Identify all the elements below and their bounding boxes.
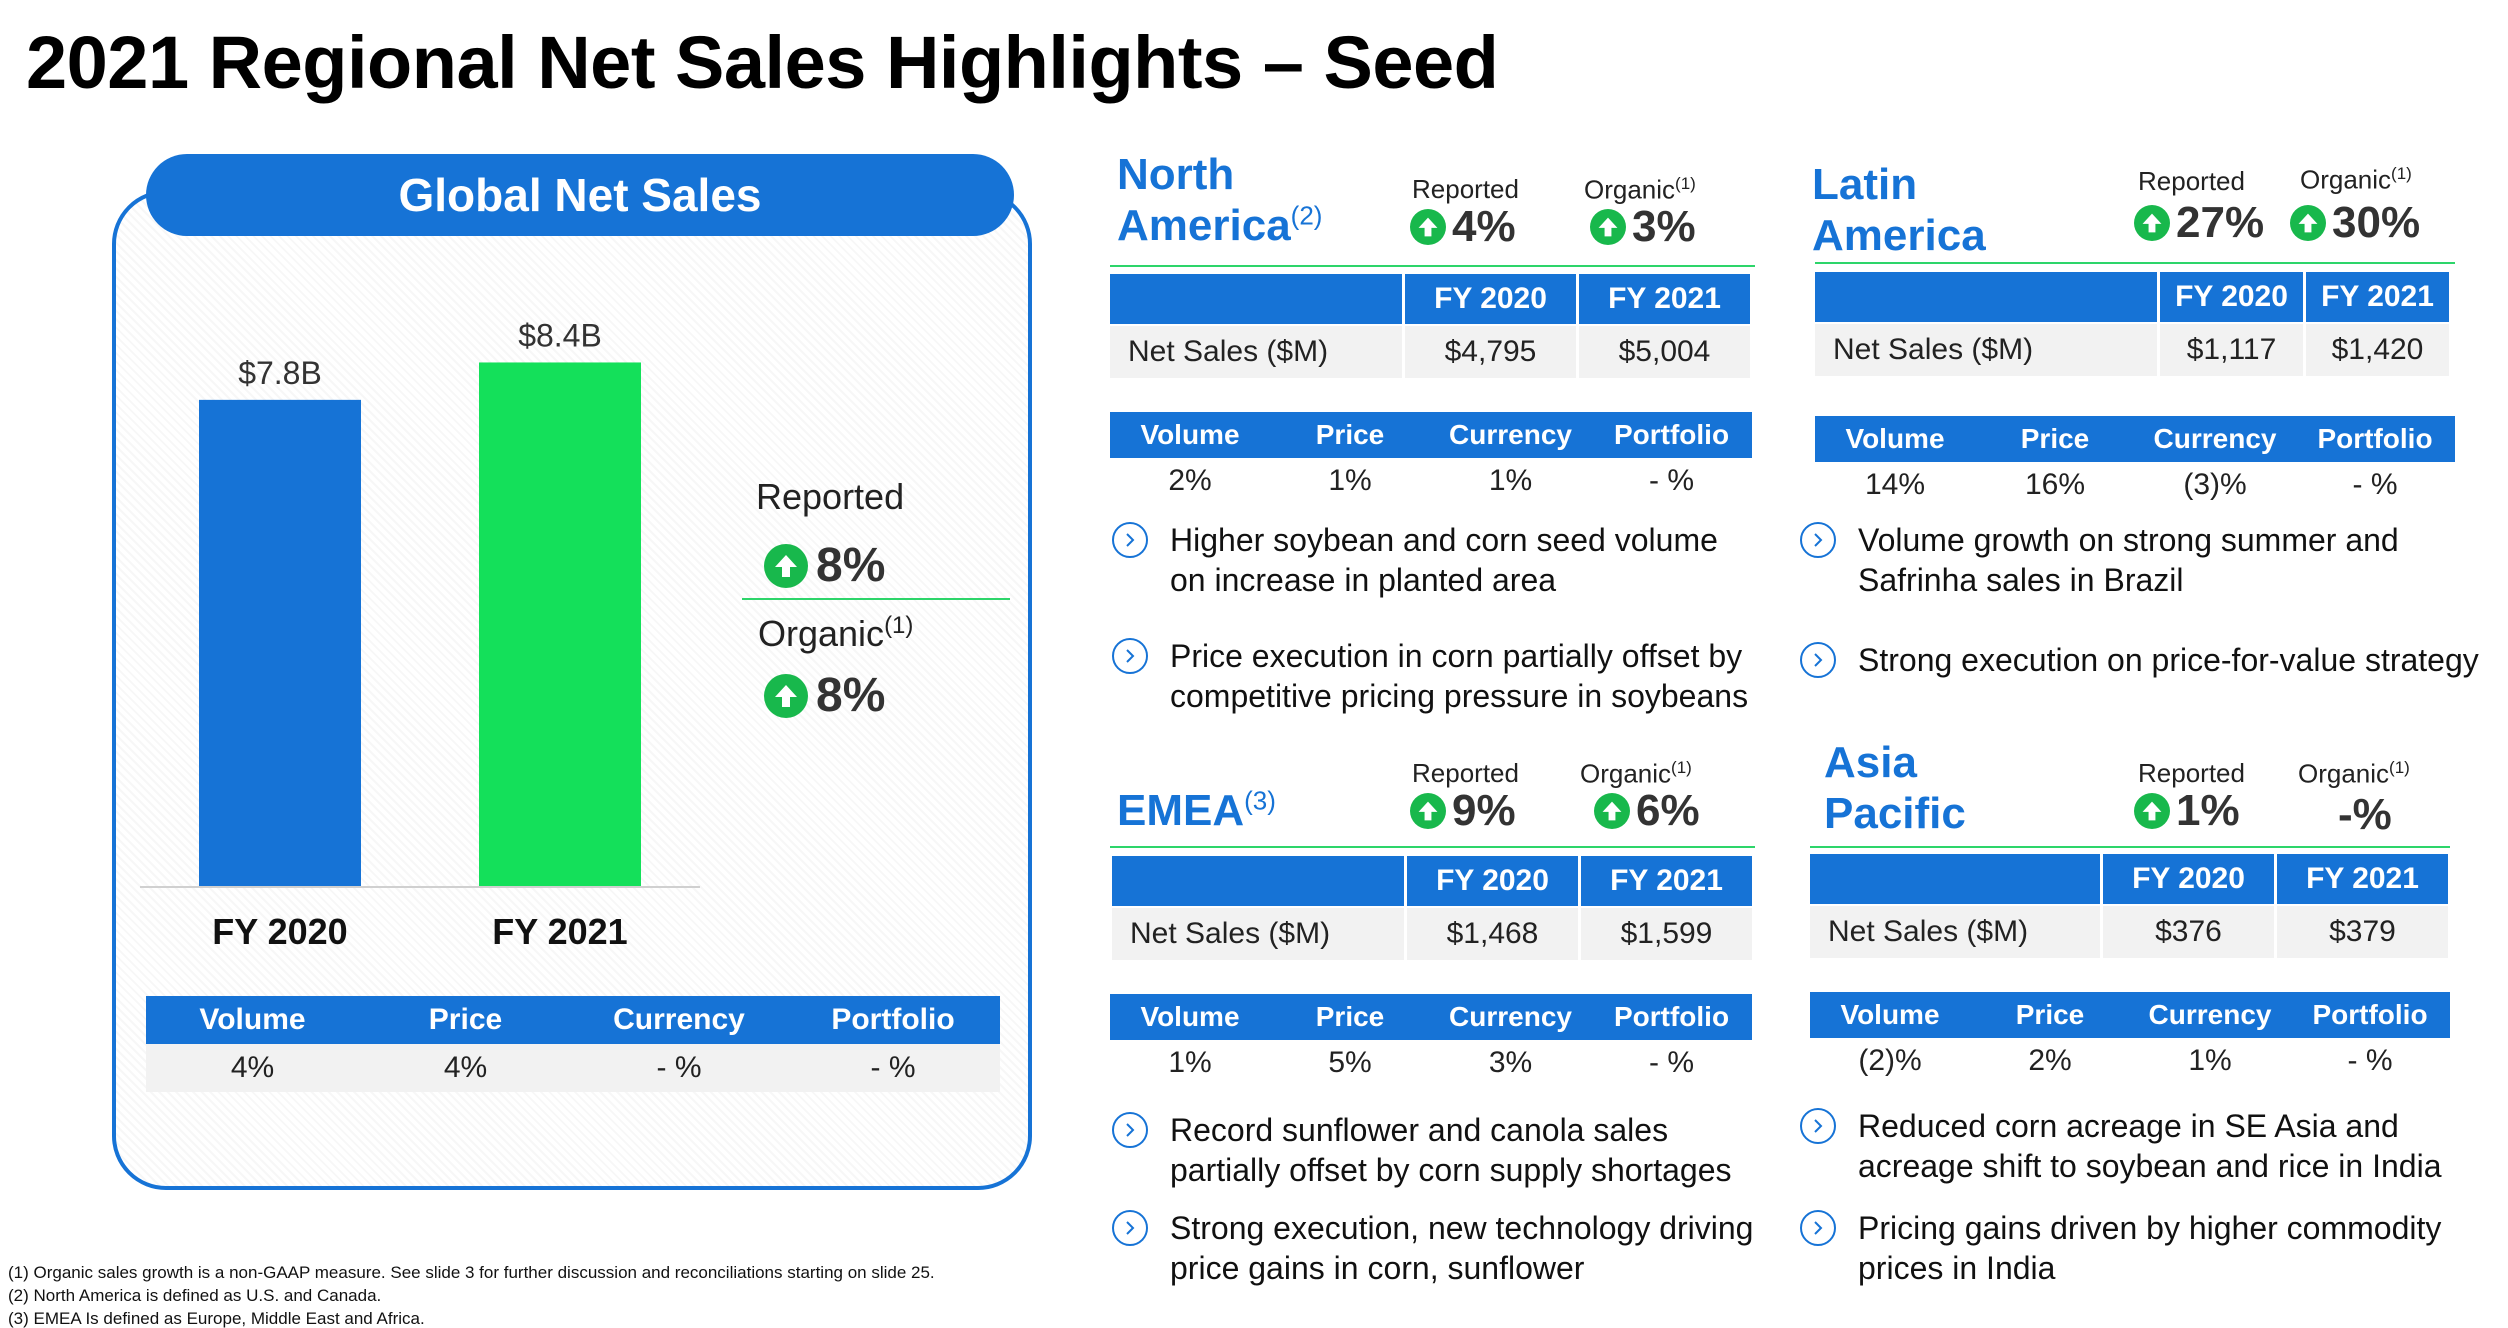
- apac-reported-value: 1%: [2134, 786, 2240, 836]
- up-arrow-circle-icon: [2134, 205, 2170, 241]
- footnotes: (1) Organic sales growth is a non-GAAP m…: [8, 1262, 935, 1328]
- emea-net-sales-row: Net Sales ($M) $1,468 $1,599: [1112, 908, 1752, 960]
- emea-reported-value: 9%: [1410, 786, 1516, 836]
- apac-divider: [1810, 846, 2450, 848]
- la-reported-value: 27%: [2134, 198, 2264, 248]
- na-net-sales-row: Net Sales ($M) $4,795 $5,004: [1110, 326, 1750, 378]
- data-label: $7.8B: [238, 355, 322, 391]
- up-arrow-circle-icon: [1590, 209, 1626, 245]
- la-fy-header: FY 2020 FY 2021: [1815, 272, 2449, 322]
- global-organic-label: Organic(1): [758, 612, 914, 654]
- global-drivers-values: 4% 4% - % - %: [146, 1044, 1000, 1092]
- la-bullet: Volume growth on strong summer and Safri…: [1800, 520, 2460, 600]
- la-drivers-values: 14% 16% (3)% - %: [1815, 462, 2455, 508]
- up-arrow-circle-icon: [2134, 793, 2170, 829]
- latin-america-title: Latin America: [1812, 160, 1986, 260]
- na-bullet: Higher soybean and corn seed volume on i…: [1112, 520, 1762, 600]
- apac-organic-label: Organic(1): [2298, 758, 2410, 789]
- footnote: (1) Organic sales growth is a non-GAAP m…: [8, 1263, 935, 1282]
- up-arrow-circle-icon: [764, 543, 808, 588]
- la-reported-label: Reported: [2138, 166, 2245, 196]
- emea-organic-value: 6%: [1594, 786, 1700, 836]
- bar-fy-2020: [199, 399, 361, 886]
- la-organic-label: Organic(1): [2300, 164, 2412, 195]
- emea-organic-label: Organic(1): [1580, 758, 1692, 789]
- emea-bullet: Strong execution, new technology driving…: [1112, 1208, 1762, 1288]
- chevron-right-circle-icon: [1800, 1108, 1836, 1144]
- na-drivers-values: 2% 1% 1% - %: [1110, 458, 1752, 504]
- emea-fy-header: FY 2020 FY 2021: [1112, 856, 1752, 906]
- north-america-title: North America(2): [1117, 150, 1323, 250]
- data-label: $8.4B: [518, 317, 602, 353]
- emea-divider: [1110, 846, 1755, 848]
- global-divider: [742, 598, 1010, 600]
- up-arrow-circle-icon: [1410, 793, 1446, 829]
- category-label: FY 2020: [212, 911, 347, 952]
- chevron-right-circle-icon: [1800, 1210, 1836, 1246]
- global-reported-value: 8%: [764, 538, 885, 593]
- category-label: FY 2021: [492, 911, 627, 952]
- apac-bullet: Pricing gains driven by higher commodity…: [1800, 1208, 2460, 1288]
- global-organic-value: 8%: [764, 668, 885, 723]
- chevron-right-circle-icon: [1112, 1210, 1148, 1246]
- up-arrow-circle-icon: [2290, 205, 2326, 241]
- page-title: 2021 Regional Net Sales Highlights – See…: [26, 21, 1499, 104]
- global-net-sales-chart: $7.8B FY 2020 $8.4B FY 2021: [140, 317, 700, 952]
- apac-organic-value: -%: [2338, 790, 2392, 839]
- emea-drivers-values: 1% 5% 3% - %: [1110, 1040, 1752, 1086]
- chevron-right-circle-icon: [1800, 522, 1836, 558]
- chevron-right-circle-icon: [1112, 638, 1148, 674]
- na-reported-label: Reported: [1412, 174, 1519, 204]
- up-arrow-circle-icon: [1410, 209, 1446, 245]
- emea-reported-label: Reported: [1412, 758, 1519, 788]
- up-arrow-circle-icon: [1594, 793, 1630, 829]
- footnote: (3) EMEA Is defined as Europe, Middle Ea…: [8, 1308, 425, 1328]
- global-drivers-header: Volume Price Currency Portfolio: [146, 996, 1000, 1044]
- la-organic-value: 30%: [2290, 198, 2420, 248]
- na-organic-value: 3%: [1590, 202, 1696, 252]
- asia-pacific-title: Asia Pacific: [1824, 738, 1966, 838]
- na-reported-value: 4%: [1410, 202, 1516, 252]
- global-net-sales-header: Global Net Sales: [146, 154, 1014, 236]
- apac-reported-label: Reported: [2138, 758, 2245, 788]
- up-arrow-circle-icon: [764, 673, 808, 718]
- la-divider: [1815, 262, 2455, 264]
- apac-fy-header: FY 2020 FY 2021: [1810, 854, 2448, 904]
- na-drivers-header: Volume Price Currency Portfolio: [1110, 412, 1752, 458]
- na-bullet: Price execution in corn partially offset…: [1112, 636, 1762, 716]
- la-bullet: Strong execution on price-for-value stra…: [1800, 640, 2500, 680]
- na-divider: [1110, 265, 1755, 267]
- emea-title: EMEA(3): [1117, 785, 1276, 835]
- la-net-sales-row: Net Sales ($M) $1,117 $1,420: [1815, 324, 2449, 376]
- apac-drivers-values: (2)% 2% 1% - %: [1810, 1038, 2450, 1084]
- bar-fy-2021: [479, 362, 641, 887]
- footnote: (2) North America is defined as U.S. and…: [8, 1285, 382, 1305]
- apac-net-sales-row: Net Sales ($M) $376 $379: [1810, 906, 2448, 958]
- na-fy-header: FY 2020 FY 2021: [1110, 274, 1750, 324]
- apac-drivers-header: Volume Price Currency Portfolio: [1810, 992, 2450, 1038]
- chevron-right-circle-icon: [1112, 522, 1148, 558]
- chevron-right-circle-icon: [1800, 642, 1836, 678]
- chevron-right-circle-icon: [1112, 1112, 1148, 1148]
- global-reported-label: Reported: [756, 476, 905, 517]
- la-drivers-header: Volume Price Currency Portfolio: [1815, 416, 2455, 462]
- na-organic-label: Organic(1): [1584, 174, 1696, 205]
- emea-bullet: Record sunflower and canola sales partia…: [1112, 1110, 1762, 1190]
- emea-drivers-header: Volume Price Currency Portfolio: [1110, 994, 1752, 1040]
- apac-bullet: Reduced corn acreage in SE Asia and acre…: [1800, 1106, 2460, 1186]
